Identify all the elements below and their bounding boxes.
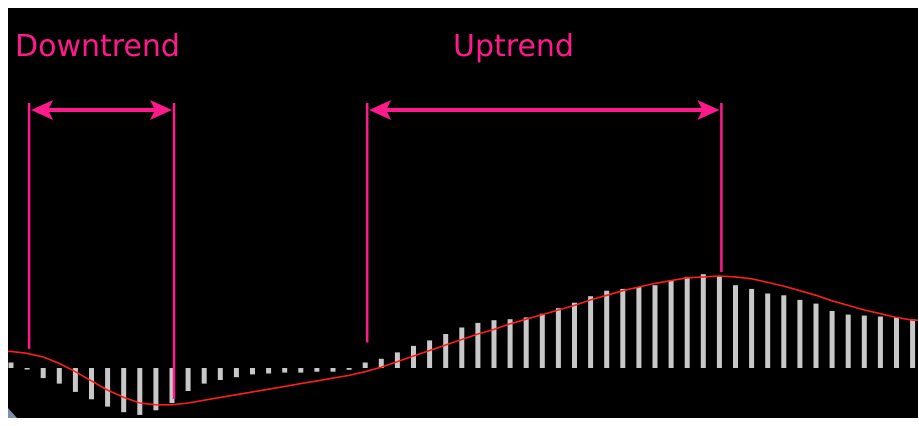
histogram-bar [620,288,626,368]
signal-line [8,275,918,406]
histogram-bar [394,352,400,368]
histogram-bar [829,311,835,368]
histogram-bar [298,368,304,373]
histogram-bar [507,319,513,368]
histogram-bar [716,276,722,368]
histogram-bar [491,320,497,368]
histogram-bar [765,293,771,368]
trend-annotations: Downtrend Uptrend [15,29,723,399]
histogram-bar [910,319,916,368]
histogram-bar [459,327,465,368]
histogram-bar [185,368,191,391]
histogram-bar [153,368,159,411]
histogram-bar [105,368,111,407]
uptrend-arrowhead-left [369,100,392,120]
histogram-bar [137,368,143,415]
histogram-bar [652,285,658,368]
histogram-bars [8,274,916,415]
histogram-bar [797,299,803,368]
downtrend-arrowhead-right [150,100,172,120]
histogram-bar [539,313,545,368]
histogram-bar [169,368,175,403]
histogram-bar [845,314,851,368]
histogram-bar [201,368,207,384]
histogram-bar [346,368,352,370]
histogram-bar [8,362,14,368]
histogram-bar [733,285,738,368]
histogram-bar [56,368,62,384]
histogram-bar [362,362,368,368]
histogram-bar [572,302,577,368]
histogram-bar [266,368,272,374]
histogram-bar [282,368,288,373]
histogram-bar [378,358,384,368]
histogram-bar [523,317,529,368]
histogram-bar [443,334,449,368]
histogram-bar [636,287,642,368]
histogram-bar [314,368,320,372]
histogram-bar [250,368,255,375]
histogram-bar [700,274,706,368]
histogram-bar [72,368,78,392]
histogram-bar [233,368,239,378]
histogram-bar [40,368,46,379]
histogram-bar [89,368,94,400]
histogram-bar [427,340,433,368]
histogram-bar [411,345,416,368]
histogram-bar [894,317,899,368]
histogram-bar [217,368,223,380]
histogram-bar [813,303,819,368]
histogram-bar [121,368,127,413]
histogram-bar [555,308,561,368]
histogram-bar [475,322,481,368]
histogram-bar [588,296,594,368]
uptrend-label: Uptrend [453,29,574,64]
histogram-bar [330,368,336,372]
histogram-bar [668,280,674,368]
downtrend-label: Downtrend [15,29,180,64]
corner-marker [8,408,17,418]
histogram-bar [861,315,867,368]
histogram-bar [749,288,755,368]
histogram-bar [781,295,787,368]
uptrend-arrowhead-right [697,100,720,120]
histogram-bar [604,290,610,368]
histogram-bar [24,368,30,370]
histogram-bar [877,316,883,368]
downtrend-arrowhead-left [31,100,54,120]
histogram-bar [684,276,690,368]
